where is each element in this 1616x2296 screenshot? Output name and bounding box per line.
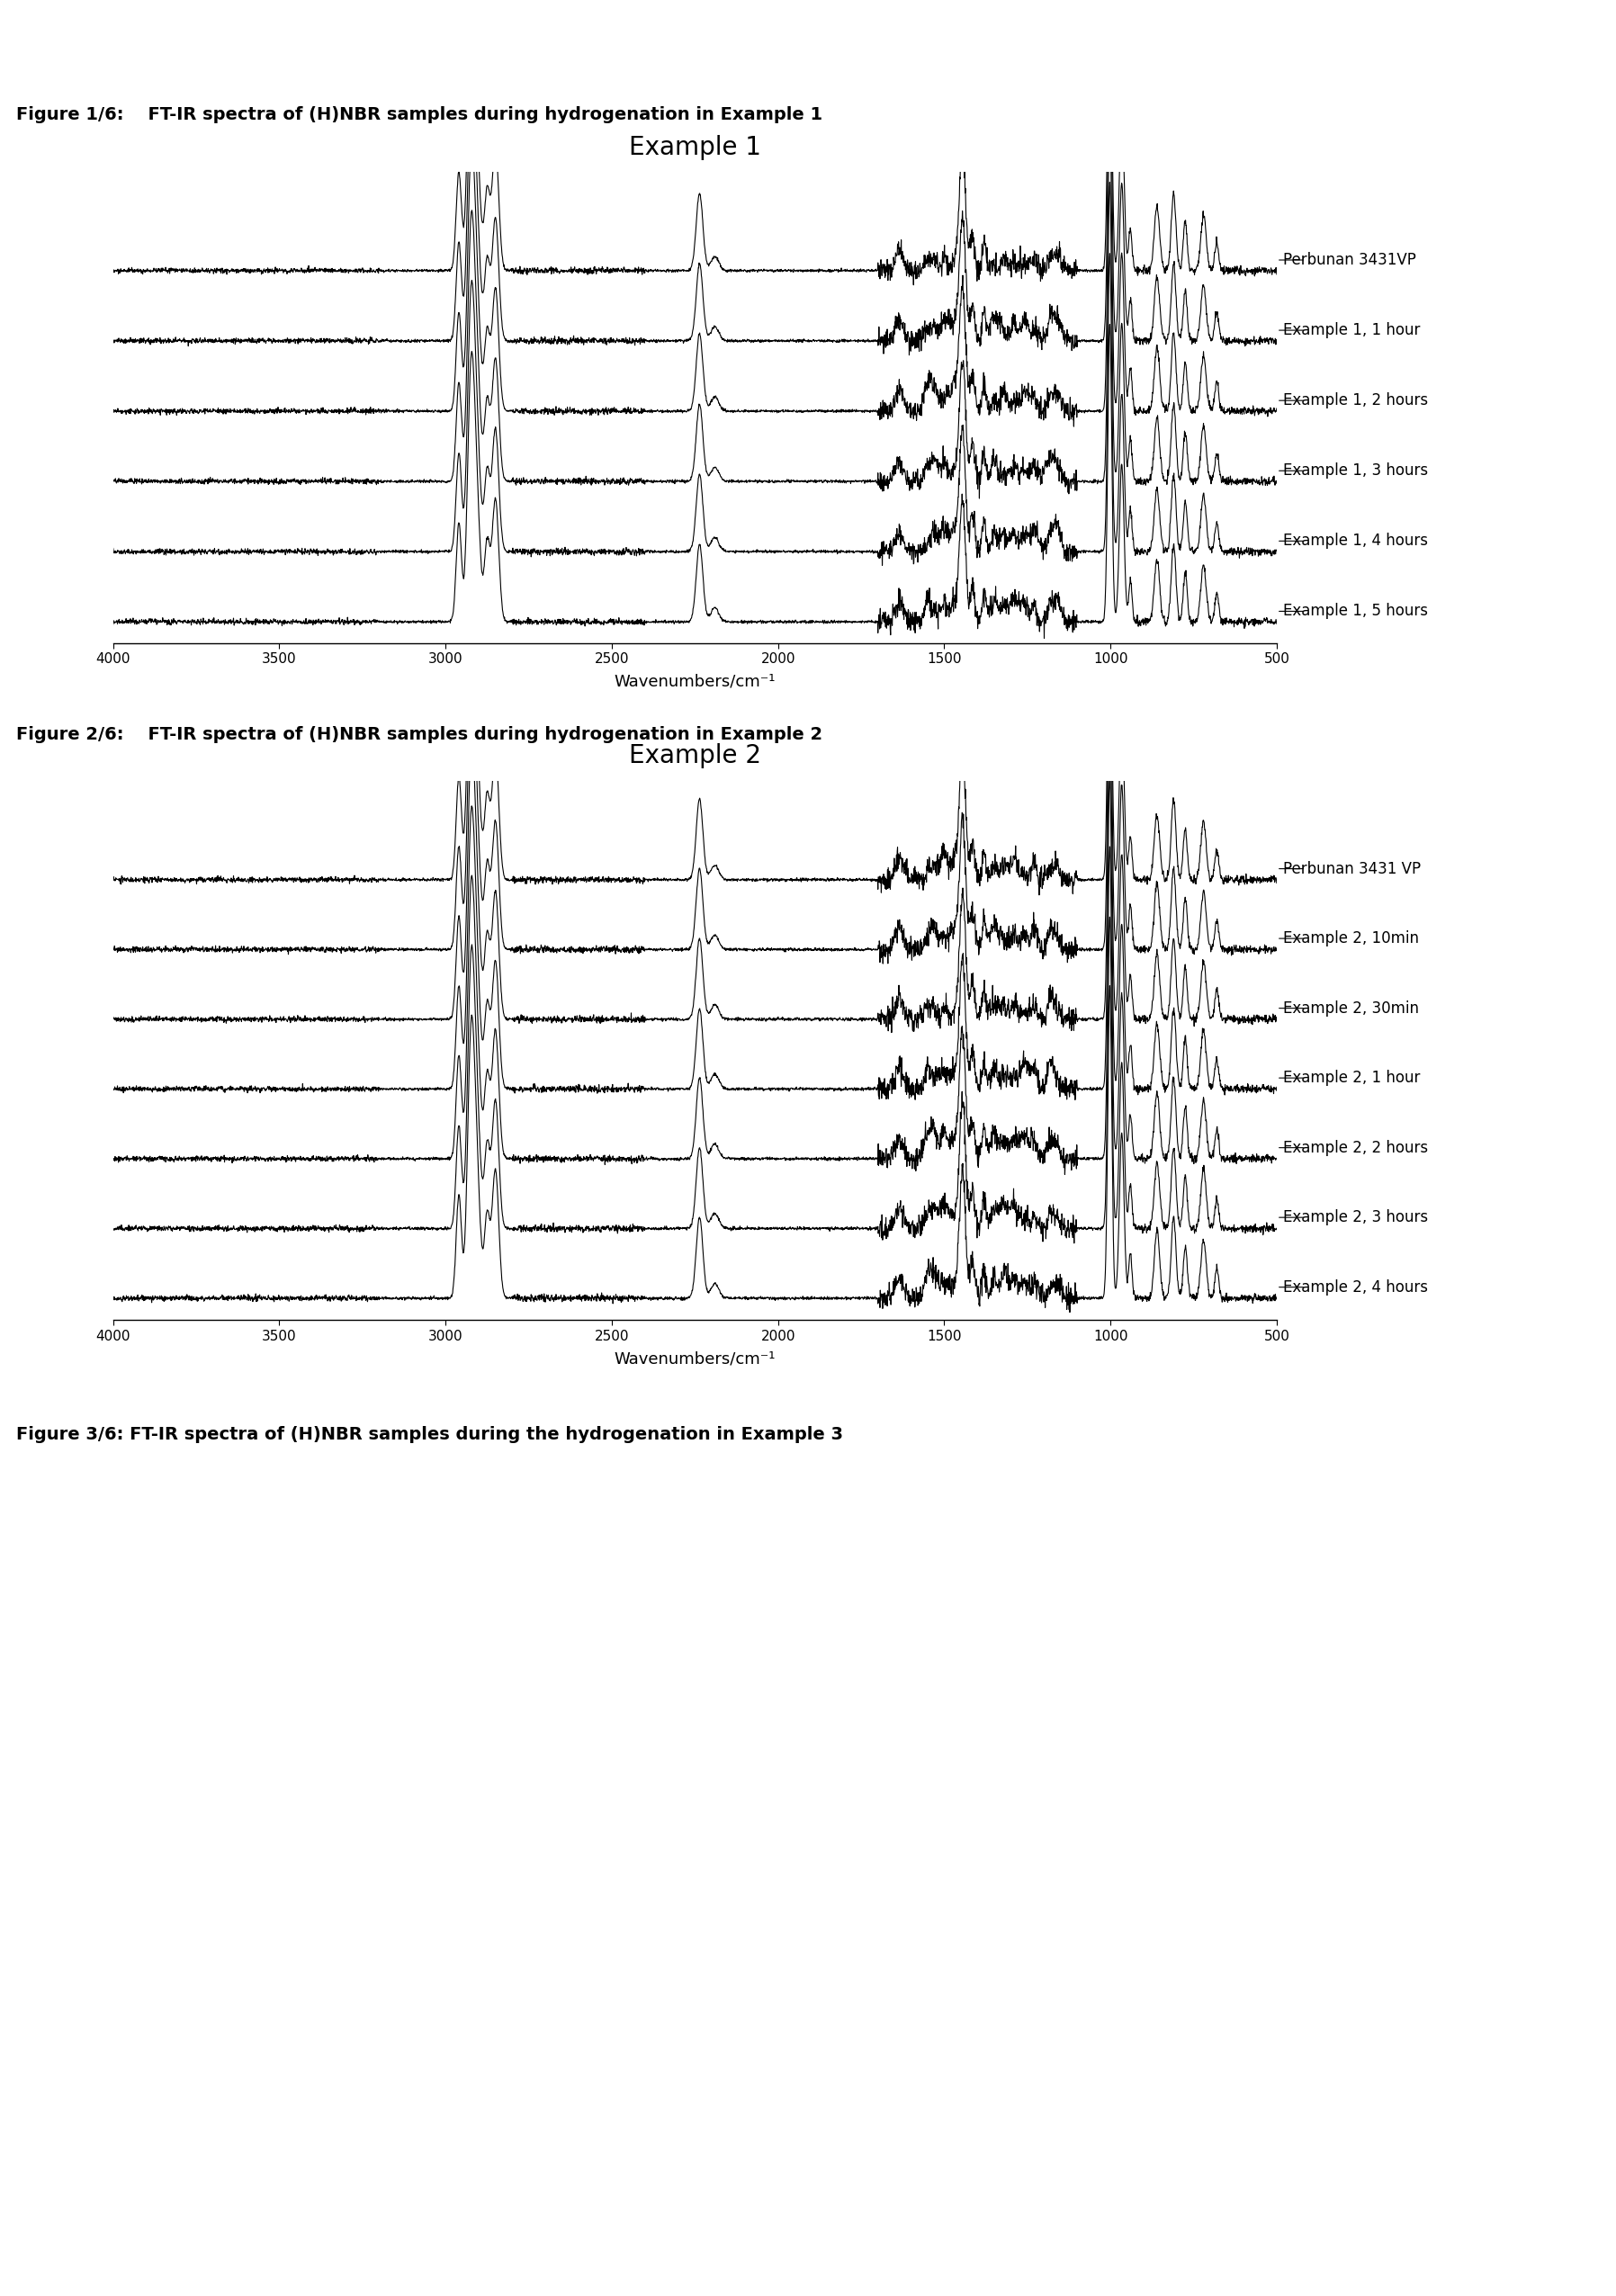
Title: Example 2: Example 2 [629,744,761,769]
Text: Example 2, 2 hours: Example 2, 2 hours [1283,1139,1429,1155]
Text: Example 1, 3 hours: Example 1, 3 hours [1283,464,1429,480]
Text: Example 2, 3 hours: Example 2, 3 hours [1283,1210,1429,1226]
X-axis label: Wavenumbers/cm⁻¹: Wavenumbers/cm⁻¹ [614,1350,776,1366]
Text: Example 1, 5 hours: Example 1, 5 hours [1283,604,1429,620]
Text: Example 2, 30min: Example 2, 30min [1283,1001,1419,1017]
Text: Figure 2/6:    FT-IR spectra of (H)NBR samples during hydrogenation in Example 2: Figure 2/6: FT-IR spectra of (H)NBR samp… [16,726,823,744]
Text: Example 1, 2 hours: Example 1, 2 hours [1283,393,1429,409]
Text: Example 2, 1 hour: Example 2, 1 hour [1283,1070,1420,1086]
Text: Figure 1/6:    FT-IR spectra of (H)NBR samples during hydrogenation in Example 1: Figure 1/6: FT-IR spectra of (H)NBR samp… [16,106,823,124]
X-axis label: Wavenumbers/cm⁻¹: Wavenumbers/cm⁻¹ [614,673,776,689]
Text: Perbunan 3431VP: Perbunan 3431VP [1283,253,1416,269]
Text: Example 2, 10min: Example 2, 10min [1283,930,1419,946]
Text: Example 1, 1 hour: Example 1, 1 hour [1283,321,1420,338]
Text: Example 1, 4 hours: Example 1, 4 hours [1283,533,1429,549]
Title: Example 1: Example 1 [629,135,761,161]
Text: Perbunan 3431 VP: Perbunan 3431 VP [1283,861,1420,877]
Text: Figure 3/6: FT-IR spectra of (H)NBR samples during the hydrogenation in Example : Figure 3/6: FT-IR spectra of (H)NBR samp… [16,1426,844,1444]
Text: Example 2, 4 hours: Example 2, 4 hours [1283,1279,1429,1295]
